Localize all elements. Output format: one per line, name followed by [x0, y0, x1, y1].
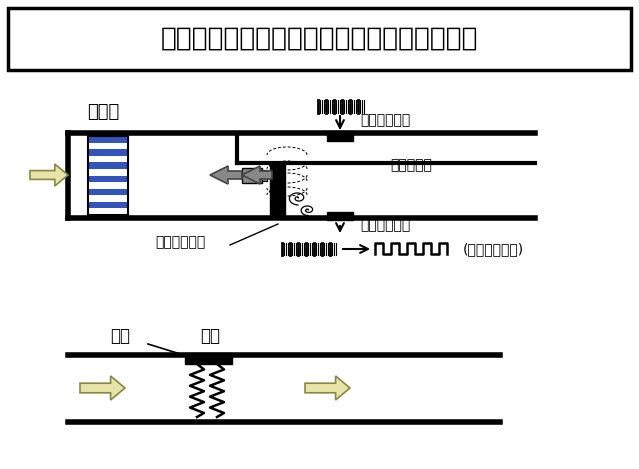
Bar	[327, 131, 353, 141]
Bar	[88, 182, 128, 189]
Bar	[88, 149, 128, 156]
Bar	[270, 163, 285, 218]
Polygon shape	[30, 164, 68, 186]
Polygon shape	[210, 166, 242, 184]
Text: 整流器: 整流器	[87, 103, 119, 121]
Bar	[88, 175, 128, 182]
Bar	[185, 353, 232, 364]
Bar	[88, 136, 128, 215]
Bar	[88, 136, 128, 143]
Bar	[8, 8, 631, 70]
Polygon shape	[305, 376, 350, 400]
Bar	[88, 195, 128, 202]
Bar	[88, 156, 128, 162]
Polygon shape	[80, 376, 125, 400]
Text: カルマン渦: カルマン渦	[390, 158, 432, 172]
Bar	[262, 170, 267, 181]
Bar	[242, 168, 262, 183]
Text: カルマン渦式流量計とホットワイヤ式流量計: カルマン渦式流量計とホットワイヤ式流量計	[161, 26, 478, 52]
Text: 熱線: 熱線	[110, 327, 130, 345]
Bar	[88, 169, 128, 175]
Bar	[88, 202, 128, 208]
Bar	[88, 143, 128, 149]
Text: 超音波受信機: 超音波受信機	[360, 218, 410, 232]
Text: 電源: 電源	[200, 327, 220, 345]
Bar	[88, 208, 128, 215]
Bar	[88, 189, 128, 195]
Polygon shape	[242, 166, 272, 184]
Bar	[88, 162, 128, 169]
Text: 超音波発信機: 超音波発信機	[360, 113, 410, 127]
Text: (渦数カウント): (渦数カウント)	[463, 242, 524, 256]
Text: カルマン渦柱: カルマン渦柱	[155, 235, 205, 249]
Bar	[327, 212, 353, 220]
